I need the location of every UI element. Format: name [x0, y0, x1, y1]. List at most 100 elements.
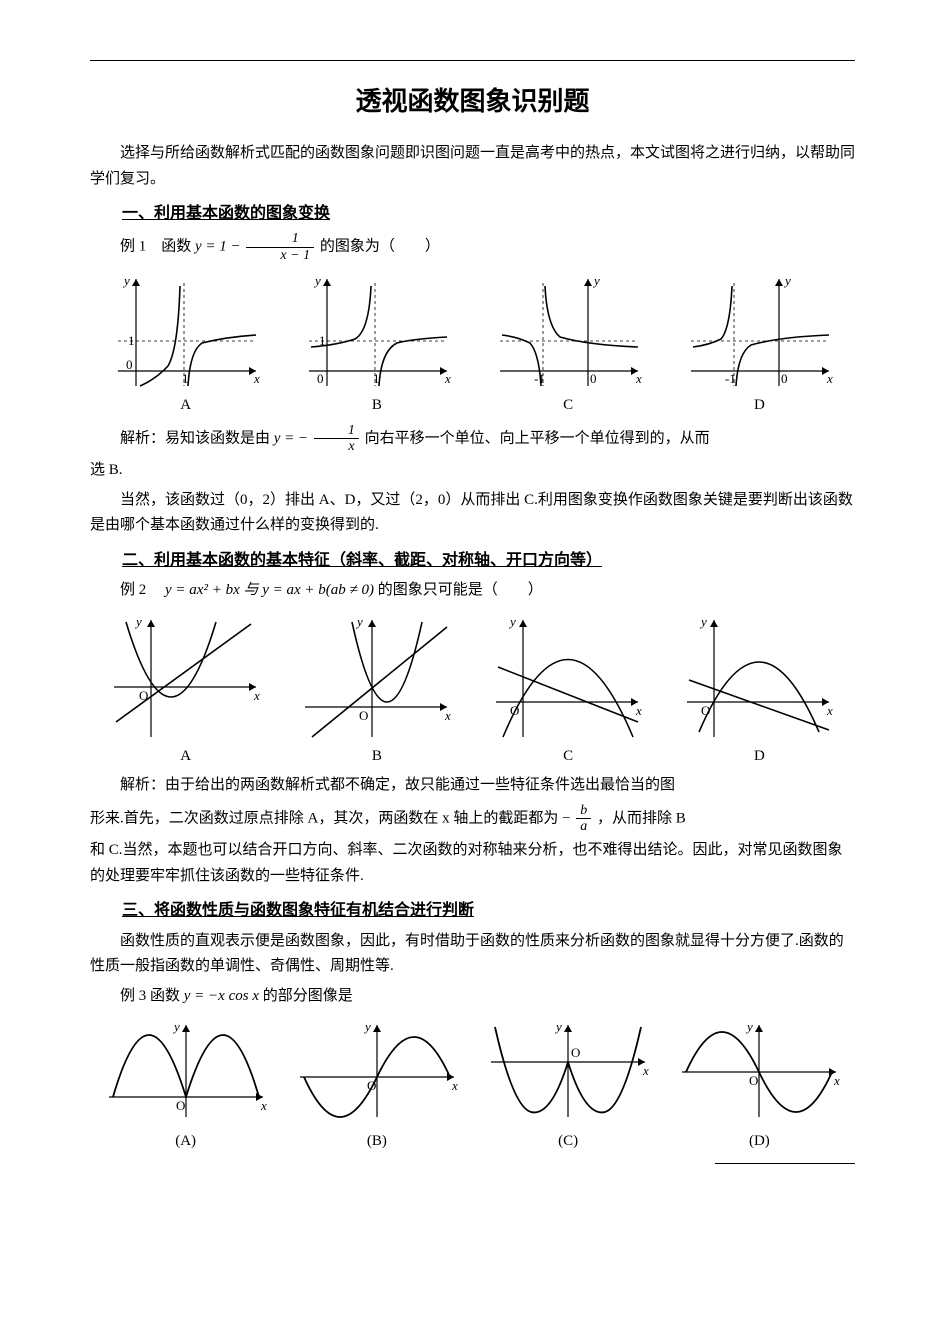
svg-text:y: y — [363, 1019, 371, 1034]
ex1-an1-prefix: 解析：易知该函数是由 — [120, 430, 274, 446]
svg-text:1: 1 — [128, 333, 135, 348]
figure-row-3: x y O (A) x y O (B) x y O ( — [90, 1017, 855, 1155]
svg-text:x: x — [635, 371, 642, 386]
section-1-heading: 一、利用基本函数的图象变换 — [90, 200, 855, 227]
ex1-analysis-2: 当然，该函数过（0，2）排出 A、D，又过（2，0）从而排出 C.利用图象变换作… — [90, 488, 855, 539]
ex2-frac-den: a — [576, 819, 591, 834]
ex2-frac: b a — [576, 803, 591, 835]
svg-text:O: O — [571, 1045, 580, 1060]
svg-text:y: y — [783, 273, 791, 288]
svg-text:x: x — [635, 703, 642, 718]
svg-text:O: O — [701, 703, 710, 718]
fig-1A-label: A — [180, 393, 191, 419]
bottom-rule — [715, 1163, 855, 1164]
svg-text:x: x — [826, 703, 833, 718]
section-3-heading: 三、将函数性质与函数图象特征有机结合进行判断 — [90, 897, 855, 924]
svg-text:-1: -1 — [725, 371, 736, 386]
ex2-frac-num: b — [576, 803, 591, 819]
svg-text:0: 0 — [317, 371, 324, 386]
ex1-analysis-1: 解析：易知该函数是由 y = − 1 x 向右平移一个单位、向上平移一个单位得到… — [90, 423, 855, 455]
svg-text:O: O — [139, 688, 148, 703]
svg-text:1: 1 — [373, 371, 380, 386]
svg-text:y: y — [355, 614, 363, 629]
ex1-fraction: 1 x − 1 — [246, 231, 314, 263]
svg-text:1: 1 — [319, 333, 326, 348]
svg-text:0: 0 — [781, 371, 788, 386]
ex3-tail: 的部分图像是 — [263, 988, 353, 1004]
ex1-analysis-1b: 选 B. — [90, 458, 855, 484]
page-title: 透视函数图象识别题 — [90, 79, 855, 123]
ex3-label: 例 3 函数 — [120, 988, 184, 1004]
svg-text:O: O — [749, 1073, 758, 1088]
fig-1D-label: D — [754, 393, 765, 419]
ex1-label: 例 1 函数 — [120, 239, 195, 255]
fig-3D: x y O (D) — [674, 1017, 844, 1155]
fig-3C-label: (C) — [558, 1129, 578, 1155]
fig-1C-label: C — [563, 393, 573, 419]
figure-row-2: x y O A x y O B x y O — [90, 612, 855, 770]
example-3: 例 3 函数 y = −x cos x 的部分图像是 — [90, 984, 855, 1010]
svg-text:1: 1 — [182, 371, 189, 386]
fig-2C-label: C — [563, 744, 573, 770]
ex1-an1-y: y = − — [274, 430, 312, 446]
fig-2A: x y O A — [106, 612, 266, 770]
svg-text:y: y — [172, 1019, 180, 1034]
svg-text:-1: -1 — [534, 371, 545, 386]
svg-text:y: y — [134, 614, 142, 629]
ex2-formula: y = ax² + bx 与 y = ax + b(ab ≠ 0) — [165, 582, 374, 598]
ex1-an1-num: 1 — [314, 423, 359, 439]
svg-text:x: x — [444, 708, 451, 723]
svg-text:x: x — [444, 371, 451, 386]
ex1-frac-den: x − 1 — [246, 248, 314, 263]
ex2-analysis-3: 和 C.当然，本题也可以结合开口方向、斜率、二次函数的对称轴来分析，也不难得出结… — [90, 838, 855, 889]
ex2-analysis-1: 解析：由于给出的两函数解析式都不确定，故只能通过一些特征条件选出最恰当的图 — [90, 773, 855, 799]
fig-2C: x y O C — [488, 612, 648, 770]
ex2-an2-prefix: 形来.首先，二次函数过原点排除 A，其次，两函数在 x 轴上的截距都为 − — [90, 810, 574, 826]
svg-text:O: O — [510, 703, 519, 718]
ex1-frac-num: 1 — [246, 231, 314, 247]
fig-1B-label: B — [372, 393, 382, 419]
ex3-formula: y = −x cos x — [184, 988, 259, 1004]
example-2: 例 2 y = ax² + bx 与 y = ax + b(ab ≠ 0) 的图… — [90, 578, 855, 604]
sec3-intro: 函数性质的直观表示便是函数图象，因此，有时借助于函数的性质来分析函数的图象就显得… — [90, 929, 855, 980]
svg-text:x: x — [253, 688, 260, 703]
svg-text:x: x — [826, 371, 833, 386]
svg-text:y: y — [745, 1019, 753, 1034]
fig-2B: x y O B — [297, 612, 457, 770]
ex1-an1-frac: 1 x — [314, 423, 359, 455]
svg-text:O: O — [367, 1078, 376, 1093]
svg-text:y: y — [508, 614, 516, 629]
svg-text:0: 0 — [590, 371, 597, 386]
svg-text:y: y — [122, 273, 130, 288]
fig-3B: x y O (B) — [292, 1017, 462, 1155]
fig-2A-label: A — [180, 744, 191, 770]
ex2-an2-suffix: ，从而排除 B — [597, 810, 686, 826]
svg-text:O: O — [359, 708, 368, 723]
top-rule — [90, 60, 855, 61]
fig-2D: x y O D — [679, 612, 839, 770]
example-1: 例 1 函数 y = 1 − 1 x − 1 的图象为（ ） — [90, 231, 855, 263]
fig-3C: x y O (C) — [483, 1017, 653, 1155]
fig-3B-label: (B) — [367, 1129, 387, 1155]
ex2-analysis-2: 形来.首先，二次函数过原点排除 A，其次，两函数在 x 轴上的截距都为 − b … — [90, 803, 855, 835]
svg-text:x: x — [260, 1098, 267, 1113]
fig-2B-label: B — [372, 744, 382, 770]
intro-text: 选择与所给函数解析式匹配的函数图象问题即识图问题一直是高考中的热点，本文试图将之… — [90, 141, 855, 192]
fig-1A: x y 0 1 1 A — [106, 271, 266, 419]
svg-text:x: x — [253, 371, 260, 386]
fig-3A: x y O (A) — [101, 1017, 271, 1155]
svg-text:y: y — [554, 1019, 562, 1034]
section-2-heading: 二、利用基本函数的基本特征（斜率、截距、对称轴、开口方向等） — [90, 547, 855, 574]
svg-text:x: x — [451, 1078, 458, 1093]
svg-text:O: O — [176, 1098, 185, 1113]
fig-1C: x y 0 -1 C — [488, 271, 648, 419]
fig-3D-label: (D) — [749, 1129, 770, 1155]
ex1-formula-prefix: y = 1 − — [195, 239, 244, 255]
fig-1B: x y 0 1 1 B — [297, 271, 457, 419]
ex2-tail: 的图象只可能是（ ） — [378, 582, 543, 598]
ex1-an1-suffix: 向右平移一个单位、向上平移一个单位得到的，从而 — [365, 430, 710, 446]
ex2-label: 例 2 — [120, 582, 161, 598]
svg-text:y: y — [699, 614, 707, 629]
svg-text:0: 0 — [126, 357, 133, 372]
fig-3A-label: (A) — [175, 1129, 196, 1155]
